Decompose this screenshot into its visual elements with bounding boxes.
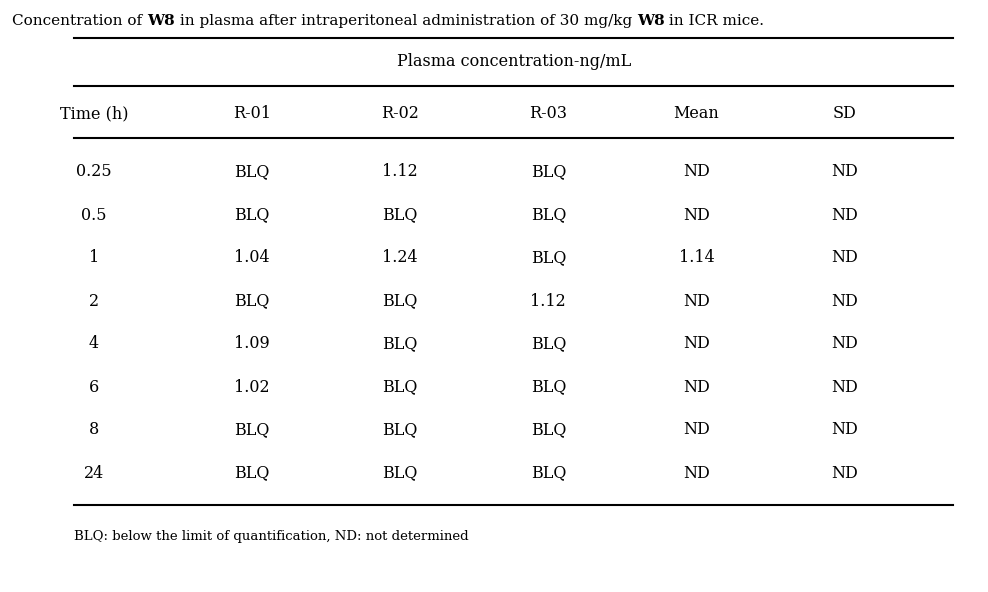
Text: 8: 8 <box>89 422 99 439</box>
Text: ND: ND <box>683 292 710 310</box>
Text: ND: ND <box>683 163 710 181</box>
Text: BLQ: BLQ <box>531 249 566 266</box>
Text: 1.04: 1.04 <box>234 249 270 266</box>
Text: BLQ: BLQ <box>531 465 566 481</box>
Text: ND: ND <box>831 249 859 266</box>
Text: BLQ: BLQ <box>234 163 270 181</box>
Text: in ICR mice.: in ICR mice. <box>665 14 765 28</box>
Text: R-02: R-02 <box>381 105 419 123</box>
Text: ND: ND <box>831 378 859 395</box>
Text: in plasma after intraperitoneal administration of 30 mg/kg: in plasma after intraperitoneal administ… <box>175 14 636 28</box>
Text: BLQ: BLQ <box>531 207 566 224</box>
Text: 4: 4 <box>89 336 99 352</box>
Text: 1.12: 1.12 <box>382 163 418 181</box>
Text: BLQ: BLQ <box>382 422 418 439</box>
Text: BLQ: BLQ <box>382 465 418 481</box>
Text: BLQ: BLQ <box>234 207 270 224</box>
Text: BLQ: BLQ <box>531 378 566 395</box>
Text: R-01: R-01 <box>233 105 271 123</box>
Text: BLQ: BLQ <box>382 292 418 310</box>
Text: 24: 24 <box>84 465 104 481</box>
Text: Mean: Mean <box>674 105 719 123</box>
Text: ND: ND <box>683 378 710 395</box>
Text: BLQ: BLQ <box>531 336 566 352</box>
Text: BLQ: BLQ <box>382 336 418 352</box>
Text: Concentration of: Concentration of <box>12 14 147 28</box>
Text: ND: ND <box>683 465 710 481</box>
Text: ND: ND <box>683 336 710 352</box>
Text: 1: 1 <box>89 249 99 266</box>
Text: W8: W8 <box>147 14 175 28</box>
Text: ND: ND <box>831 163 859 181</box>
Text: Plasma concentration-ng/mL: Plasma concentration-ng/mL <box>396 53 631 70</box>
Text: R-03: R-03 <box>530 105 567 123</box>
Text: BLQ: BLQ <box>234 465 270 481</box>
Text: BLQ: BLQ <box>234 422 270 439</box>
Text: Time (h): Time (h) <box>59 105 128 123</box>
Text: BLQ: BLQ <box>531 422 566 439</box>
Text: BLQ: BLQ <box>382 207 418 224</box>
Text: BLQ: BLQ <box>531 163 566 181</box>
Text: 1.14: 1.14 <box>679 249 714 266</box>
Text: 1.02: 1.02 <box>234 378 270 395</box>
Text: W8: W8 <box>636 14 665 28</box>
Text: BLQ: below the limit of quantification, ND: not determined: BLQ: below the limit of quantification, … <box>74 530 468 543</box>
Text: 1.09: 1.09 <box>234 336 270 352</box>
Text: 6: 6 <box>89 378 99 395</box>
Text: 1.24: 1.24 <box>382 249 418 266</box>
Text: 2: 2 <box>89 292 99 310</box>
Text: BLQ: BLQ <box>234 292 270 310</box>
Text: ND: ND <box>831 292 859 310</box>
Text: 0.25: 0.25 <box>76 163 112 181</box>
Text: ND: ND <box>831 465 859 481</box>
Text: ND: ND <box>683 207 710 224</box>
Text: BLQ: BLQ <box>382 378 418 395</box>
Text: 1.12: 1.12 <box>531 292 566 310</box>
Text: ND: ND <box>831 336 859 352</box>
Text: 0.5: 0.5 <box>81 207 107 224</box>
Text: ND: ND <box>831 207 859 224</box>
Text: ND: ND <box>683 422 710 439</box>
Text: SD: SD <box>833 105 857 123</box>
Text: ND: ND <box>831 422 859 439</box>
